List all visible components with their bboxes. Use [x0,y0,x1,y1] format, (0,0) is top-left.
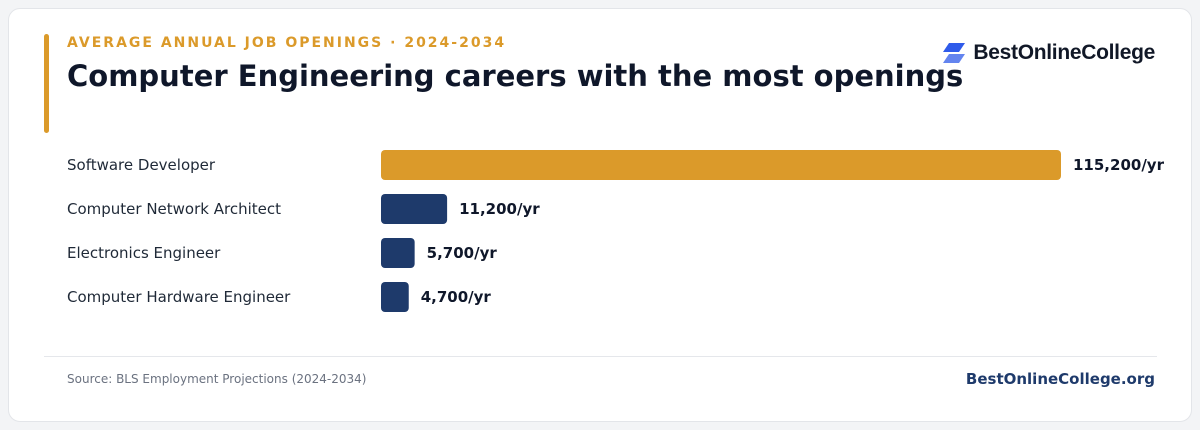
accent-bar [44,34,49,133]
bar [381,282,409,312]
brand-logo-icon [943,43,966,63]
value-label: 4,700/yr [421,288,492,306]
brand-logo: BestOnlineCollege [941,41,1155,65]
category-label: Computer Hardware Engineer [67,288,291,306]
category-label: Electronics Engineer [67,244,221,262]
bar [381,194,448,224]
value-label: 11,200/yr [459,200,540,218]
eyebrow-label: AVERAGE ANNUAL JOB OPENINGS · 2024-2034 [67,35,507,51]
site-link[interactable]: BestOnlineCollege.org [965,370,1155,388]
bar [381,238,415,268]
brand-name: BestOnlineCollege [973,41,1155,64]
chart-card: AVERAGE ANNUAL JOB OPENINGS · 2024-2034 … [8,8,1192,422]
page-title: Computer Engineering careers with the mo… [67,59,964,93]
value-label: 115,200/yr [1073,156,1165,174]
category-label: Computer Network Architect [67,200,281,218]
value-label: 5,700/yr [427,244,498,262]
source-note: Source: BLS Employment Projections (2024… [67,372,367,386]
bar [381,150,1061,180]
footer-divider [44,356,1157,357]
bar-chart: Software Developer 115,200/yr Computer Net… [67,150,1165,312]
category-label: Software Developer [67,156,216,174]
